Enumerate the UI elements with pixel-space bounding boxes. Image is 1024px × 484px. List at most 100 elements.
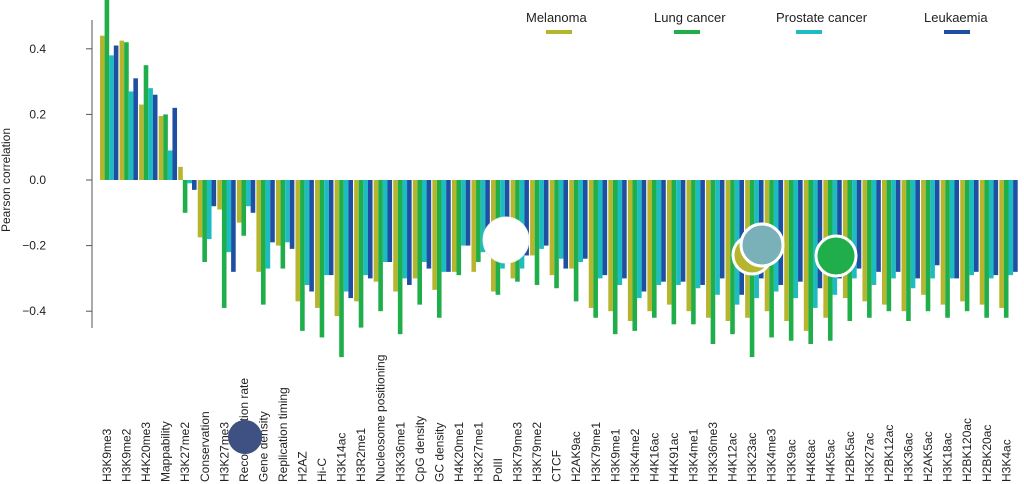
category-label: H3K9me1 [608, 428, 622, 482]
bar-lung-cancer [612, 180, 618, 335]
category-label: H2BK20ac [980, 425, 994, 482]
category-label: H3K4ac [999, 439, 1013, 482]
category-label: H2BK12ac [882, 425, 896, 482]
bar-melanoma [979, 180, 985, 305]
bar-prostate-cancer [324, 180, 329, 276]
bar-prostate-cancer [910, 180, 916, 289]
bar-melanoma [158, 116, 164, 180]
category-label: H3K9ac [784, 439, 798, 482]
category-label: Replication timing [276, 387, 290, 482]
category-labels: H3K9me3 H3K9me2 H4K20me3 Mappability H3K27me… [100, 355, 1013, 482]
bar-prostate-cancer [578, 180, 583, 262]
bar-leukaemia [172, 107, 178, 180]
bar-melanoma [334, 180, 340, 317]
bar-melanoma [236, 180, 242, 223]
bar-prostate-cancer [109, 55, 114, 180]
bar-lung-cancer [436, 180, 442, 318]
bar-melanoma [373, 180, 379, 282]
category-label: CTCF [550, 450, 564, 482]
bar-lung-cancer [984, 180, 989, 318]
bar-leukaemia [954, 180, 960, 279]
bar-prostate-cancer [558, 180, 564, 259]
bar-lung-cancer [456, 180, 462, 276]
bar-melanoma [217, 180, 222, 210]
bar-melanoma [882, 180, 887, 305]
bar-melanoma [275, 180, 281, 246]
category-label: Nucleosome positioning [374, 355, 388, 482]
bar-leukaemia [1013, 180, 1018, 272]
bar-leukaemia [680, 180, 686, 282]
bar-leukaemia [817, 180, 823, 289]
category-label: H3K4me3 [765, 428, 779, 482]
bar-melanoma [901, 180, 907, 312]
bar-melanoma [354, 180, 359, 302]
bar-prostate-cancer [422, 180, 427, 262]
bar-leukaemia [993, 180, 999, 276]
bar-melanoma [803, 180, 809, 331]
bar-melanoma [588, 180, 594, 308]
legend-swatch [674, 30, 700, 34]
bar-lung-cancer [632, 180, 638, 331]
bar-prostate-cancer [637, 180, 642, 299]
bar-melanoma [119, 40, 125, 180]
bar-prostate-cancer [246, 180, 251, 207]
bar-prostate-cancer [128, 91, 134, 180]
y-axis: 0.4 0.2 0.0 −0.2 −0.4 [22, 20, 93, 328]
bar-prostate-cancer [461, 180, 466, 246]
bar-prostate-cancer [617, 180, 623, 285]
category-label: H3K23ac [745, 433, 759, 482]
category-label: H4K20me1 [452, 422, 466, 482]
category-label: H3K27me3 [217, 422, 231, 482]
bar-leukaemia [915, 180, 920, 279]
bar-melanoma [706, 180, 711, 318]
bar-leukaemia [485, 180, 490, 249]
bar-prostate-cancer [715, 180, 720, 295]
category-label: H4K12ac [726, 433, 740, 482]
bar-lung-cancer [534, 180, 540, 285]
bar-lung-cancer [261, 180, 266, 305]
bar-lung-cancer [358, 180, 364, 328]
bar-melanoma [940, 180, 946, 305]
legend-swatch [546, 30, 572, 34]
bar-lung-cancer [671, 180, 677, 325]
category-label: H4K91ac [667, 433, 681, 482]
bar-melanoma [862, 180, 868, 302]
bar-lung-cancer [925, 180, 931, 312]
category-label: H3K79me1 [589, 422, 603, 482]
bar-leukaemia [250, 180, 256, 213]
bar-melanoma [393, 180, 398, 292]
bar-leukaemia [974, 180, 979, 272]
bar-lung-cancer [554, 180, 559, 289]
bar-leukaemia [543, 180, 549, 246]
bar-lung-cancer [104, 0, 110, 180]
bar-melanoma [725, 180, 731, 322]
bar-lung-cancer [573, 180, 579, 302]
bar-lung-cancer [691, 180, 696, 325]
bar-lung-cancer [1003, 180, 1009, 318]
bar-prostate-cancer [1008, 180, 1014, 276]
bar-lung-cancer [397, 180, 403, 335]
bar-prostate-cancer [539, 180, 544, 249]
category-label: H4K8ac [804, 439, 818, 482]
bar-lung-cancer [652, 180, 657, 318]
y-axis-label: Pearson correlation [0, 128, 13, 232]
category-label: H4K5ac [823, 439, 837, 482]
category-label: Hi-C [315, 458, 329, 482]
legend-label: Prostate cancer [776, 10, 868, 25]
teal-dot [739, 222, 785, 268]
bar-prostate-cancer [852, 180, 857, 279]
legend-swatch [944, 30, 970, 34]
legend-swatch [796, 30, 822, 34]
bar-lung-cancer [163, 114, 168, 180]
bar-melanoma [608, 180, 613, 312]
category-label: H3K27me1 [471, 422, 485, 482]
category-label: H3R2me1 [354, 428, 368, 482]
bar-prostate-cancer [343, 180, 349, 292]
bar-leukaemia [367, 180, 373, 279]
bar-melanoma [960, 180, 965, 302]
bar-leukaemia [231, 180, 236, 272]
bar-lung-cancer [339, 180, 344, 358]
bar-lung-cancer [788, 180, 794, 341]
bar-prostate-cancer [891, 180, 896, 279]
bar-melanoma [197, 180, 203, 238]
